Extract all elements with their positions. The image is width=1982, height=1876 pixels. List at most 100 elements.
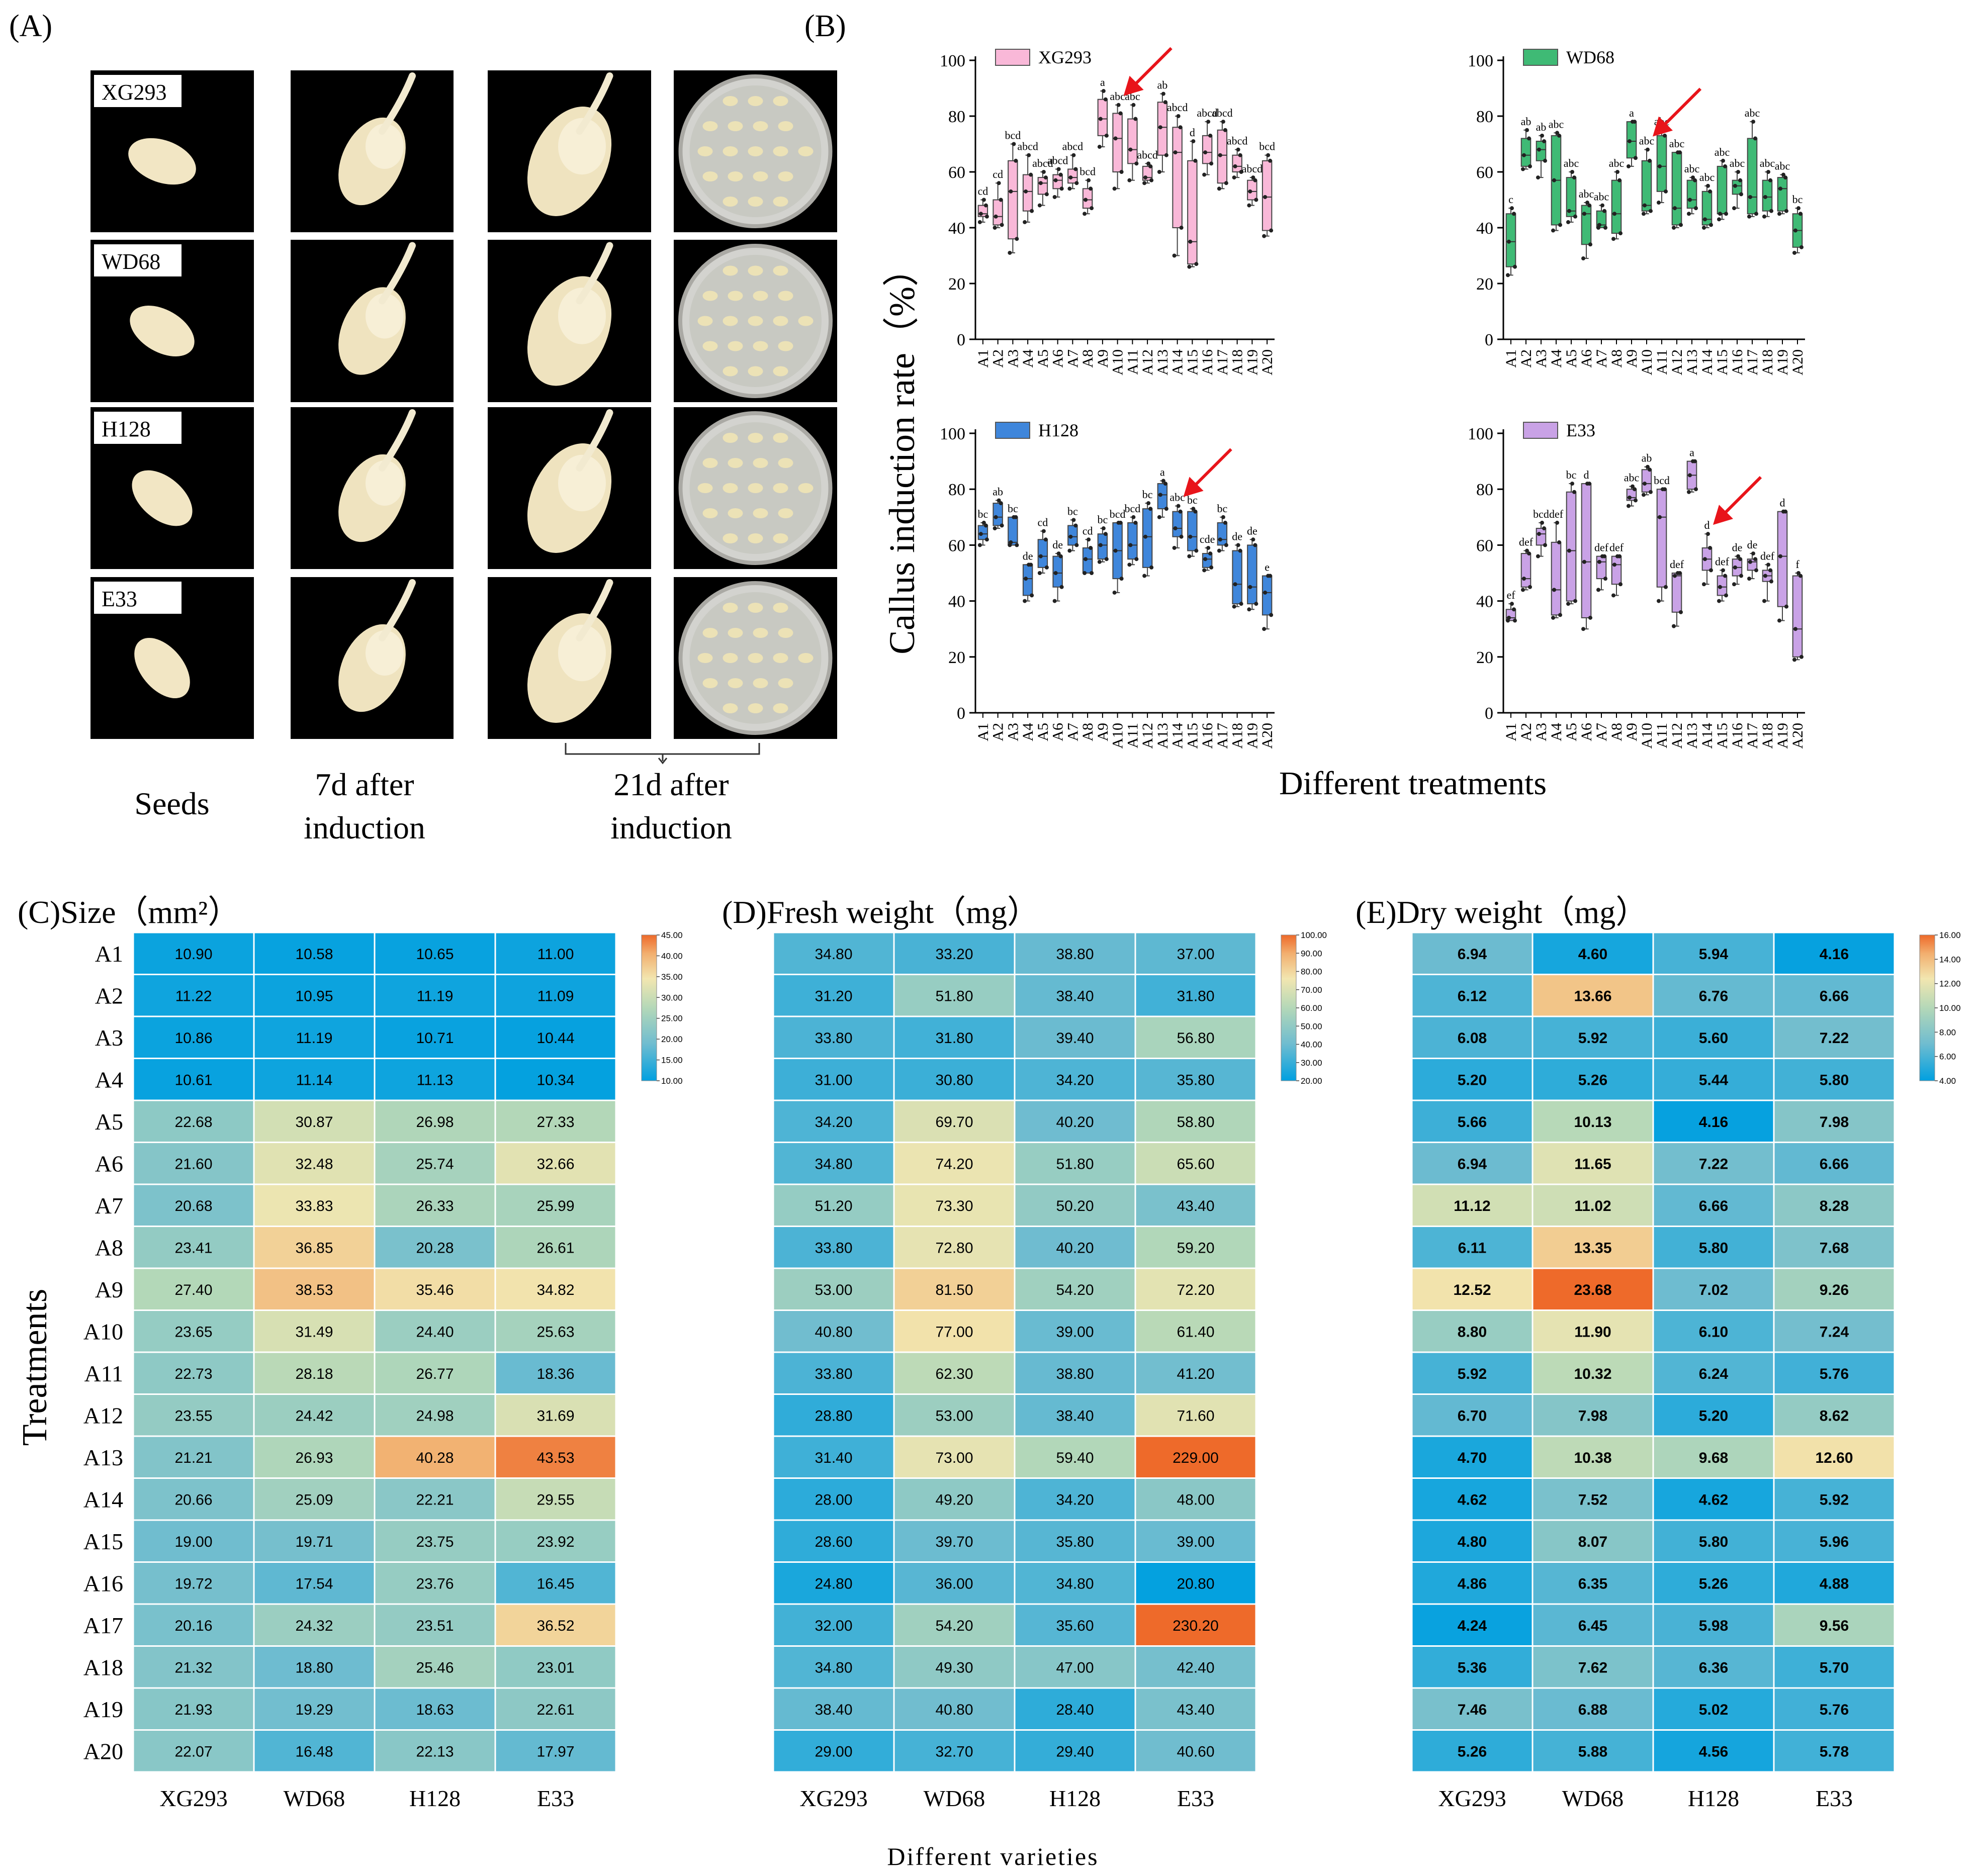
box — [1566, 177, 1577, 217]
data-point — [1104, 557, 1109, 561]
data-point — [1717, 599, 1721, 603]
data-point — [1208, 133, 1213, 138]
x-tick-label: A8 — [1079, 723, 1096, 741]
heatmap-cell — [1773, 1142, 1896, 1185]
heatmap-cell-value: 18.36 — [536, 1366, 574, 1382]
petri-callus — [773, 433, 788, 443]
petri-callus — [773, 533, 788, 543]
data-point — [1187, 554, 1192, 558]
heatmap-cell — [253, 1226, 376, 1269]
heatmap-cell — [1773, 1351, 1896, 1395]
legend-swatch — [995, 422, 1030, 439]
heatmap-cell — [1652, 1435, 1775, 1479]
colorbar-tick-label: 50.00 — [1301, 1021, 1322, 1031]
data-point — [1602, 209, 1606, 213]
data-point — [1176, 114, 1181, 118]
heatmap-cell — [494, 1142, 617, 1185]
data-point — [1793, 228, 1797, 233]
data-point — [1194, 262, 1199, 266]
heatmap-cell-value: 38.40 — [1056, 1408, 1094, 1424]
highlight-arrow-head — [1123, 75, 1144, 96]
data-point — [1251, 175, 1255, 180]
heatmap-cell — [1652, 1561, 1775, 1605]
heatmap-cell — [494, 1645, 617, 1689]
x-tick-label: A20 — [1259, 723, 1276, 749]
data-point — [1596, 588, 1600, 592]
data-point — [1679, 223, 1683, 227]
heatmap-cell-value: 40.20 — [1056, 1114, 1094, 1131]
x-tick-label: A9 — [1095, 723, 1111, 741]
heatmap-cell-value: 5.76 — [1820, 1366, 1849, 1382]
data-point — [1510, 602, 1514, 606]
x-tick-label: A17 — [1214, 723, 1231, 749]
data-point — [1543, 158, 1547, 163]
data-point — [1103, 532, 1108, 536]
data-point — [1768, 568, 1772, 573]
x-tick-label: A13 — [1154, 723, 1171, 749]
heatmap-cell-value: 28.60 — [815, 1534, 852, 1550]
x-tick-label: A9 — [1624, 349, 1640, 368]
x-tick-label: A19 — [1244, 723, 1260, 749]
heatmap-cell — [1134, 1687, 1257, 1731]
data-point — [1148, 164, 1153, 168]
data-point — [1567, 209, 1571, 213]
heatmap-cell — [253, 1351, 376, 1395]
data-point — [1263, 195, 1268, 199]
box — [1037, 539, 1048, 568]
heatmap-cell-value: 31.20 — [815, 988, 852, 1004]
heatmap-cell-value: 11.19 — [417, 988, 454, 1004]
data-point — [1112, 186, 1117, 191]
significance-letter: def — [1519, 536, 1534, 548]
heatmap-cell — [132, 1603, 255, 1647]
data-point — [1209, 565, 1214, 570]
data-point — [1218, 153, 1222, 157]
heatmap-cell — [1134, 1477, 1257, 1521]
heatmap-cell — [1531, 974, 1654, 1017]
callus-shoot — [576, 242, 613, 305]
petri-callus — [753, 678, 768, 688]
x-tick-label: A2 — [990, 349, 1007, 368]
data-point — [1552, 178, 1556, 182]
heatmap-cell-value: 8.07 — [1578, 1534, 1607, 1550]
caption-7d-line2: induction — [304, 810, 425, 846]
heatmap-cell — [1652, 1099, 1775, 1143]
x-tick-label: A14 — [1699, 723, 1716, 749]
heatmap-cell-value: 5.94 — [1699, 946, 1729, 963]
x-tick-label: A7 — [1593, 723, 1610, 741]
callus-shoot — [379, 409, 416, 472]
significance-letter: abc — [1775, 160, 1790, 172]
petri-callus — [778, 628, 793, 638]
data-point — [1233, 164, 1237, 168]
data-point — [1131, 515, 1136, 519]
x-tick-label: A4 — [1020, 349, 1036, 368]
heatmap-cell-value: 35.60 — [1056, 1618, 1094, 1634]
x-tick-label: A14 — [1169, 349, 1186, 376]
data-point — [1611, 237, 1615, 241]
heatmap-cell-value: 49.30 — [935, 1659, 973, 1676]
data-point — [1628, 139, 1632, 143]
x-tick-label: A9 — [1095, 349, 1111, 368]
data-point — [1753, 557, 1757, 561]
data-point — [1000, 223, 1004, 227]
heatmap-cell — [494, 1015, 617, 1059]
data-point — [1098, 117, 1103, 121]
heatmap-cell — [494, 1393, 617, 1437]
colorbar-tick-label: 20.00 — [661, 1035, 683, 1044]
data-point — [1783, 175, 1787, 180]
heatmap-cell-value: 34.80 — [815, 946, 852, 963]
heatmap-cell-value: 43.40 — [1177, 1702, 1214, 1718]
heatmap-cell-value: 31.49 — [295, 1324, 333, 1340]
data-point — [1068, 534, 1073, 539]
significance-letter: abc — [1609, 157, 1625, 169]
significance-letter: a — [1160, 466, 1165, 479]
data-point — [1627, 164, 1631, 168]
heatmap-cell-value: 22.61 — [536, 1702, 574, 1718]
y-tick-label: 80 — [948, 108, 965, 126]
y-tick-label: 80 — [1476, 108, 1493, 126]
x-tick-label: A15 — [1184, 723, 1201, 749]
x-tick-label: A16 — [1729, 349, 1746, 376]
heatmap-cell-value: 41.20 — [1177, 1366, 1214, 1382]
data-point — [1555, 131, 1559, 135]
heatmap-cell — [1652, 1267, 1775, 1311]
data-point — [1163, 100, 1167, 105]
